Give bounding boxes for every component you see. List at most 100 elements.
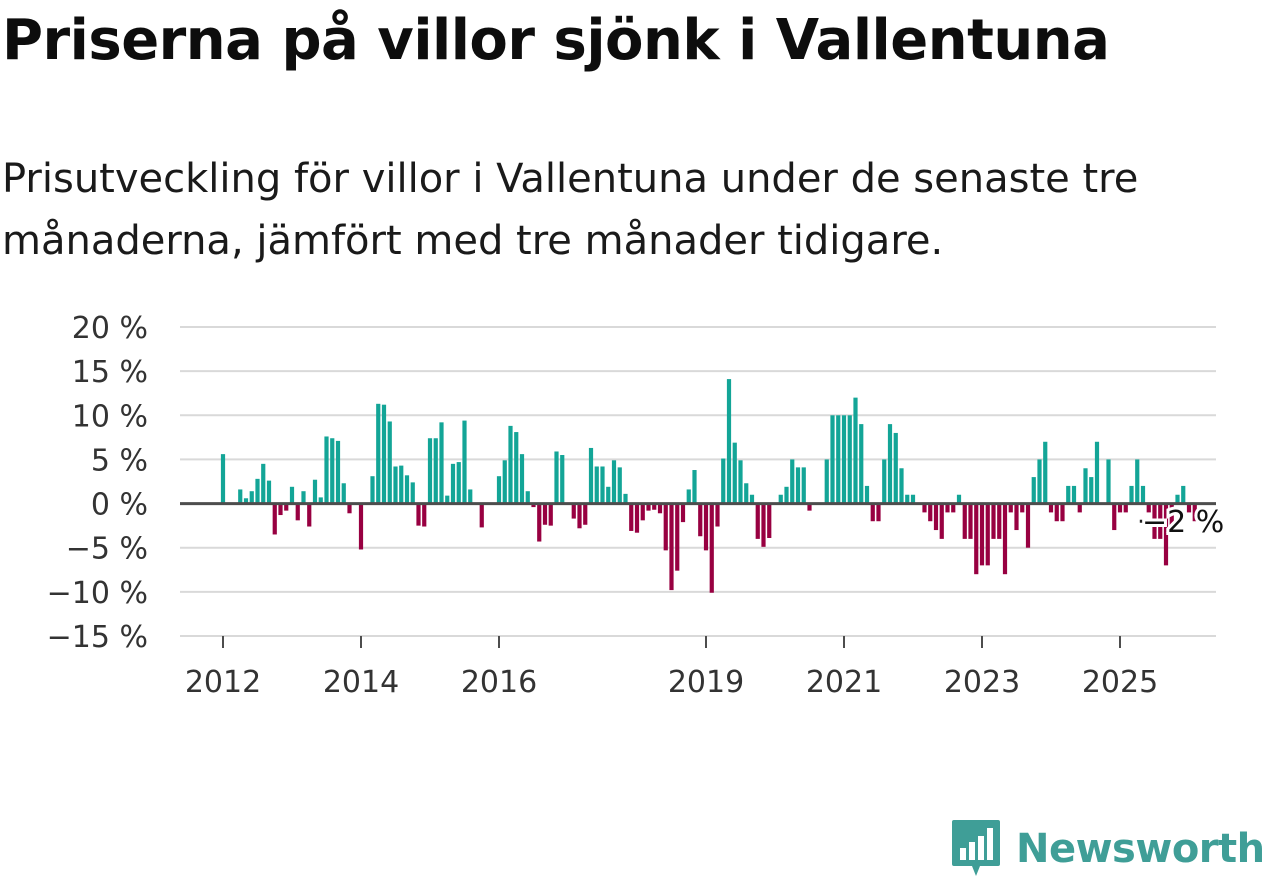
- bar: [726, 379, 732, 504]
- bar: [1192, 503, 1197, 522]
- bar: [1043, 441, 1048, 504]
- bar: [238, 489, 243, 504]
- bar: [1152, 503, 1157, 539]
- bar: [629, 503, 634, 531]
- bar: [324, 436, 329, 504]
- bar: [876, 503, 881, 522]
- bar: [1129, 485, 1134, 504]
- bar: [554, 451, 559, 504]
- bar: [289, 486, 295, 504]
- bar: [956, 494, 962, 504]
- bar: [468, 489, 473, 504]
- bar: [910, 494, 916, 504]
- bar: [830, 415, 835, 504]
- x-tick-label: 2014: [323, 665, 399, 700]
- bar: [1060, 503, 1065, 522]
- bar: [686, 489, 691, 504]
- bar: [1048, 503, 1054, 513]
- bar: [427, 438, 433, 504]
- bar: [870, 503, 875, 522]
- bar: [715, 503, 720, 527]
- bar: [577, 503, 582, 529]
- bar: [318, 497, 323, 504]
- bar: [968, 503, 973, 539]
- y-tick-label: 0 %: [91, 488, 148, 523]
- bar: [1066, 485, 1071, 504]
- x-tick-label: 2019: [668, 665, 744, 700]
- bar: [266, 480, 272, 504]
- bar: [358, 503, 364, 550]
- bar: [450, 463, 456, 504]
- brand-name: Newsworthy: [1016, 826, 1262, 872]
- bar: [893, 432, 898, 504]
- bar: [456, 462, 461, 504]
- bar: [790, 459, 795, 504]
- bar: [1014, 503, 1019, 531]
- bar: [255, 478, 260, 504]
- bar: [698, 503, 703, 537]
- bar: [841, 415, 847, 504]
- newsworthy-logo[interactable]: Newsworthy: [950, 818, 1262, 880]
- bar: [928, 503, 933, 522]
- bar: [778, 494, 783, 504]
- bar: [1020, 503, 1025, 513]
- bar: [1181, 485, 1186, 504]
- bar: [738, 460, 743, 504]
- bar: [755, 503, 760, 539]
- bar: [807, 503, 812, 511]
- bar: [220, 454, 226, 504]
- bar: [721, 458, 726, 504]
- bar: [1117, 503, 1123, 513]
- bar: [376, 403, 381, 504]
- bar: [933, 503, 939, 531]
- bar: [652, 503, 657, 510]
- bar: [1094, 441, 1100, 504]
- x-tick-label: 2012: [185, 665, 261, 700]
- bar: [1025, 503, 1031, 548]
- bar: [675, 503, 680, 571]
- bar: [1037, 459, 1042, 504]
- bar: [508, 425, 513, 504]
- bar: [703, 503, 709, 551]
- bar: [761, 503, 766, 547]
- bar: [571, 503, 576, 519]
- y-tick-label: −15 %: [47, 620, 148, 655]
- bar: [1186, 503, 1192, 513]
- bar: [600, 466, 605, 504]
- bar: [514, 432, 519, 504]
- bar: [859, 424, 864, 504]
- bar: [680, 503, 686, 523]
- bar: [370, 476, 375, 504]
- bar: [997, 503, 1002, 539]
- latest-value-annotation: −2 %: [1142, 505, 1224, 540]
- bar: [335, 440, 341, 504]
- bar: [853, 397, 858, 504]
- bar: [974, 503, 979, 575]
- y-tick-label: 10 %: [72, 399, 148, 434]
- bar: [709, 503, 714, 593]
- bar: [502, 460, 507, 504]
- bar: [991, 503, 996, 539]
- bar: [1163, 503, 1169, 566]
- bar: [1002, 503, 1008, 575]
- bar: [1146, 503, 1151, 513]
- chart-subtitle: Prisutveckling för villor i Vallentuna u…: [2, 156, 1139, 264]
- bar: [795, 467, 801, 504]
- x-tick-label: 2016: [461, 665, 537, 700]
- bar: [1054, 503, 1059, 522]
- bar: [284, 503, 289, 511]
- bar: [979, 503, 985, 566]
- bar: [899, 468, 904, 504]
- bar: [617, 467, 622, 504]
- bar: [307, 503, 312, 527]
- bar: [594, 466, 599, 504]
- bar: [669, 503, 674, 591]
- bar: [1175, 494, 1180, 504]
- bar: [243, 498, 249, 504]
- bar: [1169, 503, 1174, 531]
- y-tick-label: 15 %: [72, 355, 148, 390]
- price-change-bar-chart: 20 % 15 % 10 % 5 % 0 % −5 % −10 % −15 % 2012 2014…: [47, 311, 1228, 700]
- chart-title: Priserna på villor sjönk i Vallentuna: [2, 8, 1110, 73]
- bar: [525, 491, 530, 504]
- bar: [882, 459, 887, 504]
